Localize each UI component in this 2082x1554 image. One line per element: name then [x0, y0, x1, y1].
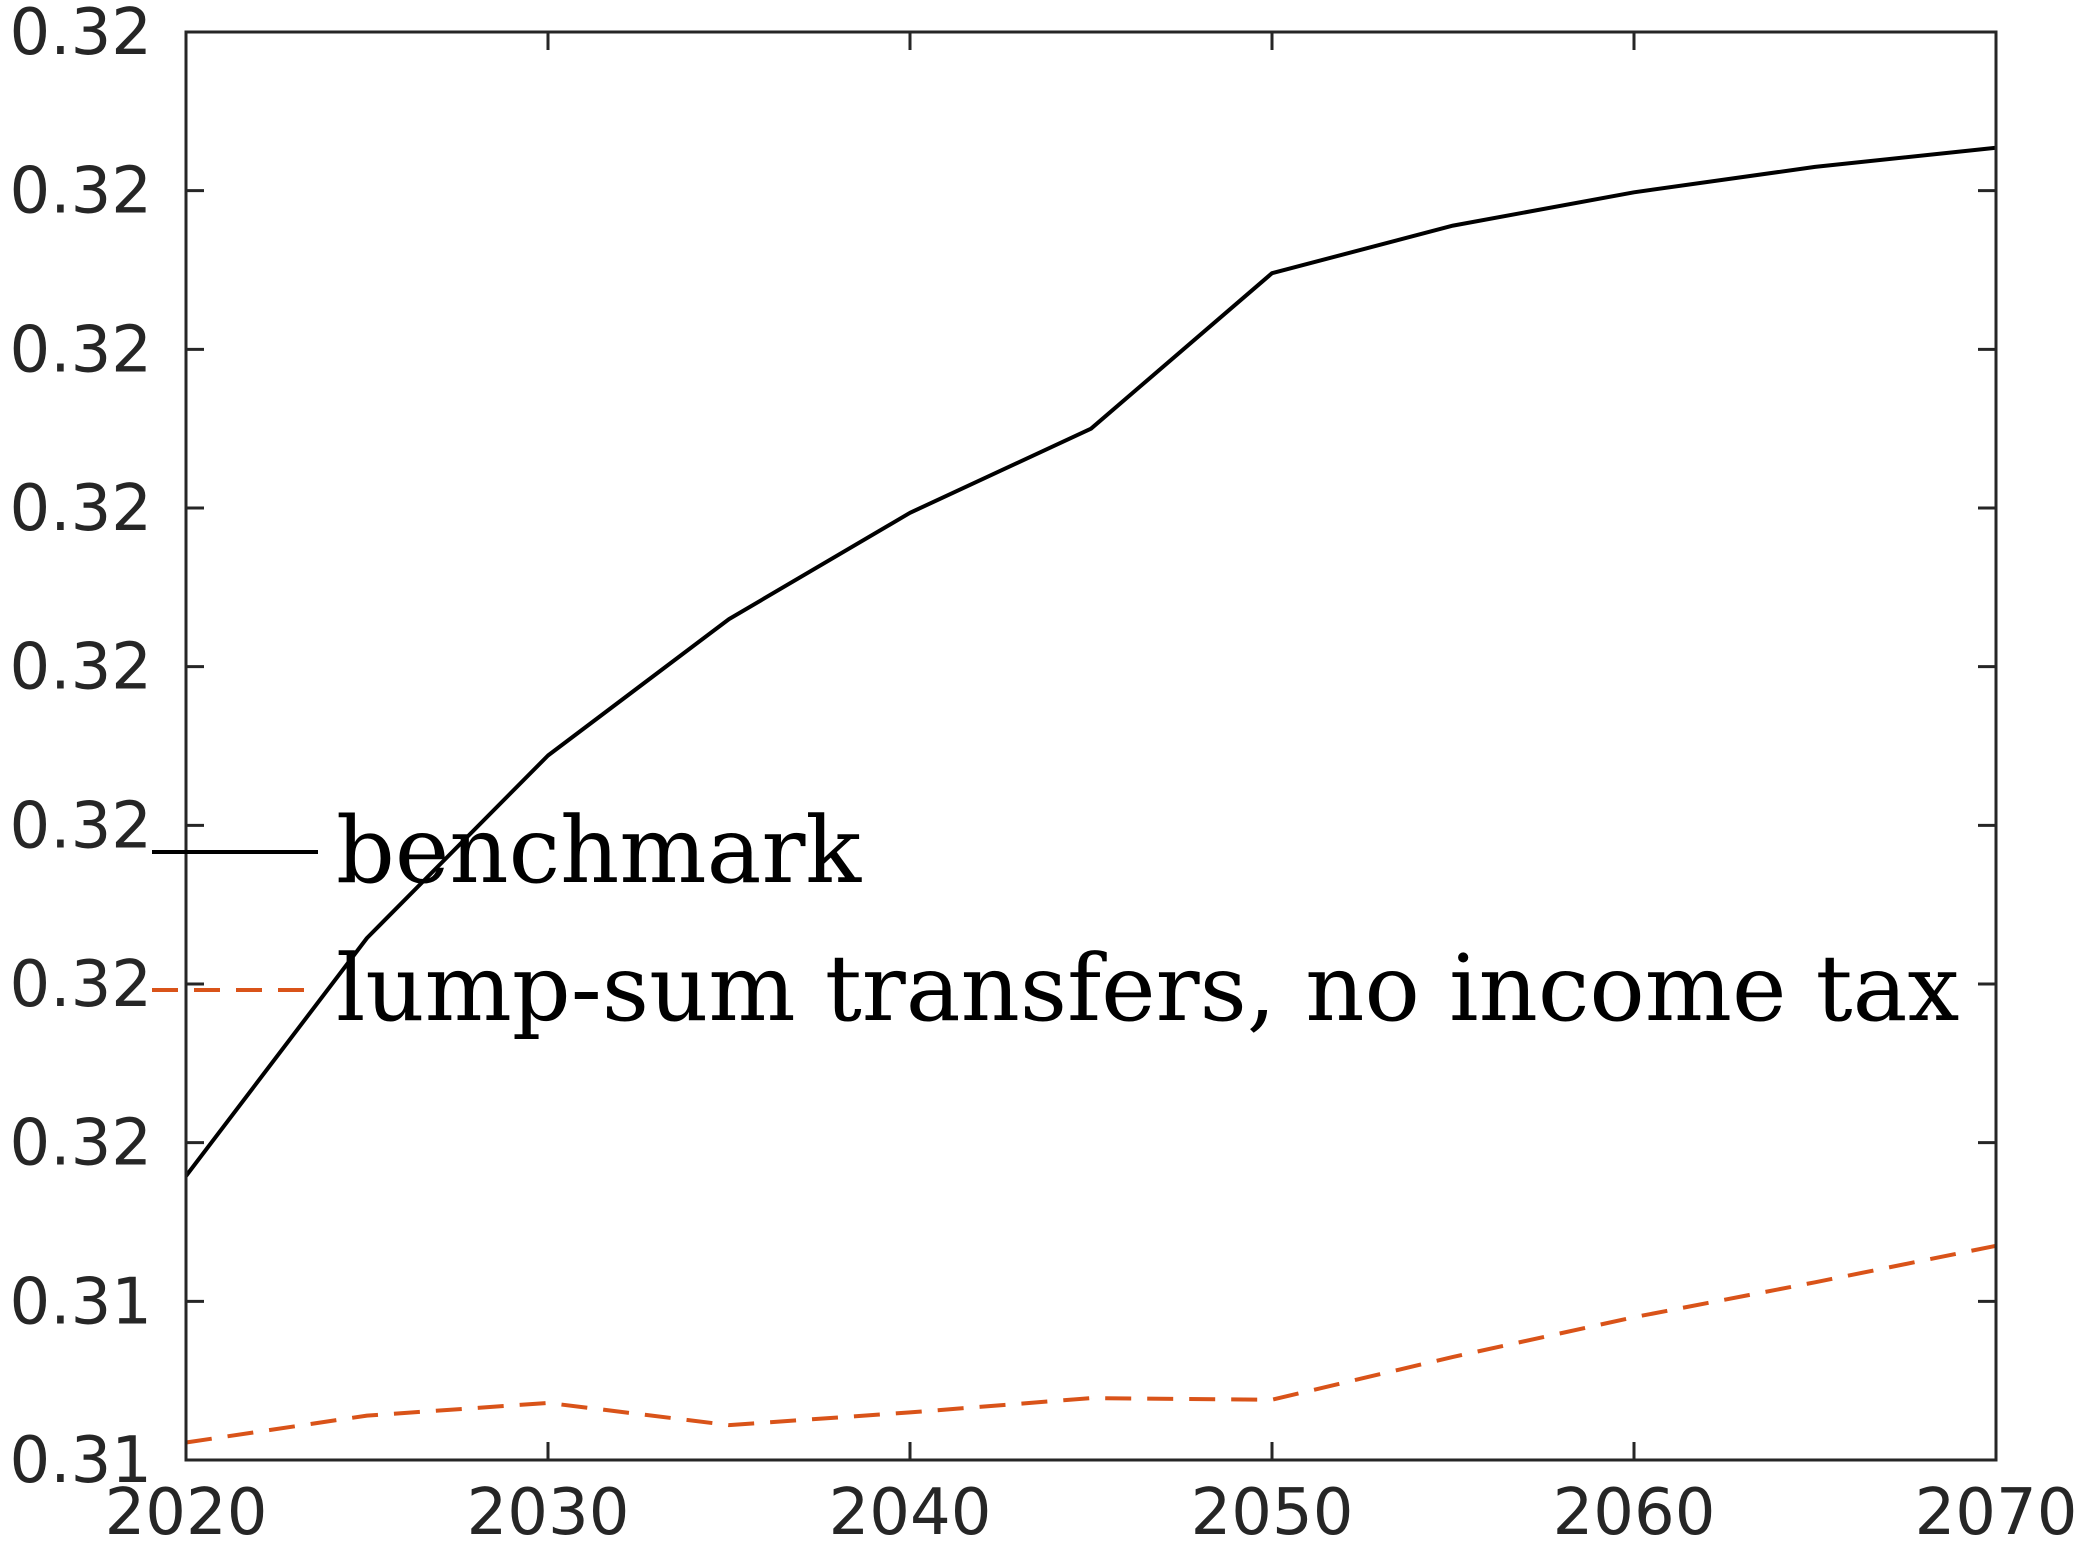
y-tick-label-1: 0.31 — [10, 1265, 153, 1339]
y-tick-label-2: 0.32 — [10, 1107, 153, 1181]
y-tick-label-3: 0.32 — [10, 948, 153, 1022]
x-tick-label-3: 2050 — [1191, 1476, 1354, 1550]
x-tick-label-0: 2020 — [105, 1476, 268, 1550]
y-tick-label-7: 0.32 — [10, 313, 153, 387]
y-tick-label-0: 0.31 — [10, 1424, 153, 1498]
x-tick-label-5: 2070 — [1915, 1476, 2078, 1550]
x-tick-label-1: 2030 — [467, 1476, 630, 1550]
x-tick-label-2: 2040 — [829, 1476, 992, 1550]
legend-label-0: benchmark — [336, 797, 862, 904]
x-tick-label-4: 2060 — [1553, 1476, 1716, 1550]
ticks-layer: 2020 2030 2040 2050 2060 2070 0.31 0.31 0.32 0.32… — [10, 0, 2078, 1550]
plot-frame — [184, 30, 1998, 1462]
legend-label-1: lump-sum transfers, no income tax — [336, 935, 1959, 1042]
y-tick-label-4: 0.32 — [10, 789, 153, 863]
y-tick-label-6: 0.32 — [10, 472, 153, 546]
y-tick-label-8: 0.32 — [10, 155, 153, 229]
y-tick-label-5: 0.32 — [10, 631, 153, 705]
plot-area — [186, 32, 1996, 1460]
y-tick-label-9: 0.32 — [10, 0, 153, 70]
series-line-1 — [185, 1243, 1997, 1445]
legend: benchmark lump-sum transfers, no income t… — [152, 797, 1959, 1042]
